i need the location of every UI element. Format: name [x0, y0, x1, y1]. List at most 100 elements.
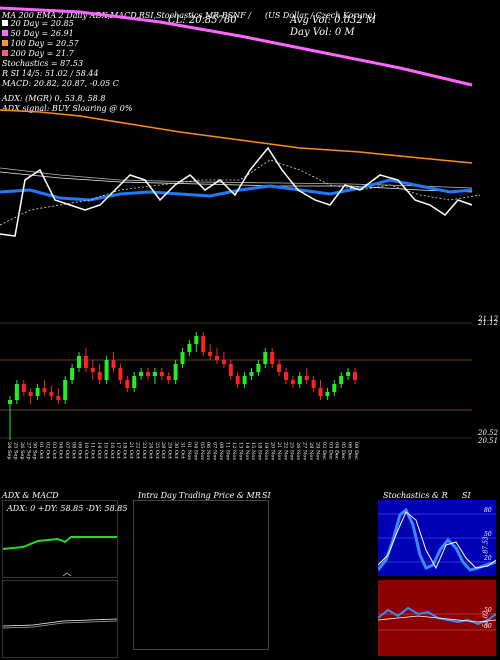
x-date-label: 11 Oct — [90, 442, 96, 459]
candle-body — [318, 388, 323, 396]
rsi-side-value: 51.02 — [482, 610, 490, 628]
macd-small-line — [62, 572, 72, 577]
legend-swatch — [2, 40, 8, 46]
x-date-label: 28 Oct — [160, 442, 166, 459]
x-date-label: 27 Nov — [302, 442, 308, 460]
x-date-label: 12 Nov — [231, 442, 237, 460]
x-date-label: 15 Oct — [102, 442, 108, 459]
stoch-tick-80: 80 — [484, 507, 492, 514]
close-price: CL: 20.85760 — [168, 15, 237, 26]
x-date-label: 17 Oct — [115, 442, 121, 459]
legend-20-day: 20 Day = 20.85 — [2, 20, 74, 28]
x-date-label: 05 Nov — [199, 442, 205, 460]
x-date-label: 14 Oct — [96, 442, 102, 459]
candle-body — [180, 352, 185, 364]
legend-swatch — [2, 20, 8, 26]
x-date-label: 26 Sep — [19, 442, 25, 460]
candle-body — [270, 352, 275, 364]
x-date-label: 30 Sep — [32, 442, 38, 460]
x-date-label: 19 Nov — [263, 442, 269, 460]
ma-40-line — [0, 171, 473, 193]
candle-body — [132, 376, 137, 388]
ma-100-line — [0, 109, 473, 164]
legend-swatch — [2, 50, 8, 56]
x-date-label: 02 Oct — [45, 442, 51, 459]
x-date-label: 09 Oct — [77, 442, 83, 459]
candle-body — [242, 376, 247, 384]
x-date-label: 29 Oct — [167, 442, 173, 459]
candle-body — [249, 372, 254, 376]
rsi-tick-30: 30 — [484, 623, 492, 630]
x-date-label: 15 Nov — [250, 442, 256, 460]
macd-line — [3, 618, 117, 627]
ma-200-line — [0, 6, 473, 87]
candle-body — [63, 380, 68, 400]
candle-body — [28, 392, 33, 396]
x-date-label: 30 Oct — [173, 442, 179, 459]
rsi-tick-50: 50 — [484, 607, 492, 614]
stoch-tick-20: 20 — [484, 555, 492, 562]
x-date-label: 03 Dec — [327, 442, 333, 460]
x-date-label: 28 Nov — [308, 442, 314, 460]
x-date-label: 04 Oct — [57, 442, 63, 459]
candle-body — [35, 388, 40, 396]
legend-200-day: 200 Day = 21.7 — [2, 50, 74, 58]
candle-body — [139, 372, 144, 376]
price-label-top-2: 21.12 — [478, 319, 499, 327]
x-date-label: 10 Oct — [83, 442, 89, 459]
legend-50-day: 50 Day = 26.91 — [2, 30, 74, 38]
candle-body — [21, 384, 26, 392]
x-date-label: 14 Nov — [244, 442, 250, 460]
x-date-label: 31 Oct — [180, 442, 186, 459]
candle-body — [90, 368, 95, 372]
adx-line — [3, 536, 117, 550]
x-date-label: 04 Dec — [334, 442, 340, 460]
x-date-label: 23 Oct — [141, 442, 147, 459]
price-label-bottom-1: 20.52 — [478, 429, 499, 437]
candle-body — [353, 372, 357, 380]
candles-group — [8, 332, 357, 440]
candle-body — [201, 336, 206, 352]
candle-body — [346, 372, 351, 376]
candle-body — [77, 356, 81, 368]
macd-value: MACD: 20.82, 20.87, -0.05 C — [2, 79, 119, 88]
stoch-k-line — [378, 507, 496, 572]
x-date-label: 25 Sep — [12, 442, 18, 460]
ticker-label: (US Dollar / Czech Koruna) — [265, 11, 376, 20]
candle-body — [228, 364, 233, 376]
x-date-label: 02 Dec — [321, 442, 327, 460]
x-date-label: 11 Nov — [224, 442, 230, 460]
candle-body — [111, 360, 116, 368]
adx-panel-values: ADX: 0 +DY: 58.85 -DY: 58.85 — [7, 504, 128, 513]
x-date-label: 25 Oct — [154, 442, 160, 459]
x-date-label: 20 Nov — [269, 442, 275, 460]
stoch-panel: 80 50 20 87.53 — [378, 500, 496, 576]
candle-body — [221, 360, 226, 364]
candle-body — [208, 352, 213, 356]
x-date-label: 01 Oct — [38, 442, 44, 459]
x-date-label: 07 Nov — [212, 442, 218, 460]
stochastics-value: Stochastics = 87.53 — [2, 59, 84, 68]
x-date-label: 01 Nov — [186, 442, 192, 460]
macd-signal-line — [3, 620, 117, 629]
intraday-panel-si: SI — [262, 491, 271, 500]
candle-body — [332, 384, 337, 392]
x-date-label: 21 Nov — [276, 442, 282, 460]
candle-body — [339, 376, 344, 384]
candle-body — [56, 396, 61, 400]
candle-body — [290, 380, 295, 384]
adx-panel-title: ADX & MACD — [2, 491, 59, 500]
candle-body — [263, 352, 268, 364]
candle-body — [235, 376, 240, 384]
candle-body — [125, 380, 130, 388]
adx-signal: ADX signal: BUY Sloaring @ 0% — [2, 104, 133, 113]
x-date-label: 13 Nov — [237, 442, 243, 460]
candle-body — [311, 380, 316, 388]
macd-panel — [2, 580, 118, 658]
candle-body — [166, 376, 171, 380]
x-date-label: 18 Nov — [257, 442, 263, 460]
x-date-label: 24 Oct — [147, 442, 153, 459]
x-date-label: 22 Nov — [282, 442, 288, 460]
intraday-panel-title: Intra Day Trading Price & MR — [138, 491, 261, 500]
x-date-label: 24 Sep — [6, 442, 12, 460]
